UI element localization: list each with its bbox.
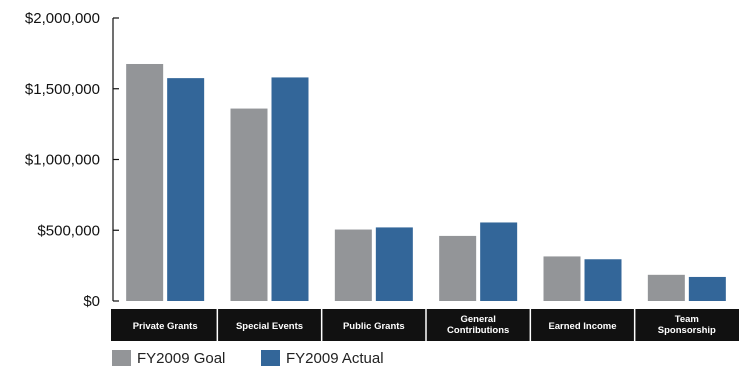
y-tick-label: $0 bbox=[83, 293, 100, 310]
bar-goal bbox=[230, 108, 268, 301]
bar-actual bbox=[375, 227, 413, 301]
category-label: Private Grants bbox=[133, 321, 198, 332]
legend-label: FY2009 Actual bbox=[286, 350, 384, 367]
y-tick-label: $2,000,000 bbox=[25, 10, 100, 27]
bar-goal bbox=[543, 256, 581, 301]
category-label: Team Sponsorship bbox=[658, 314, 716, 336]
bar-goal bbox=[439, 235, 477, 301]
bar-actual bbox=[584, 259, 622, 301]
y-tick-label: $500,000 bbox=[37, 222, 100, 239]
bar-actual bbox=[480, 222, 518, 301]
bar-goal bbox=[126, 63, 164, 301]
bar-goal bbox=[334, 229, 372, 301]
y-tick-label: $1,500,000 bbox=[25, 81, 100, 98]
y-axis: $0 $500,000 $1,000,000 $1,500,000 $2,000,000 bbox=[25, 10, 119, 310]
legend: FY2009 Goal FY2009 Actual bbox=[112, 350, 384, 367]
bar-actual bbox=[271, 77, 309, 302]
category-band: Private Grants Special Events Public Grant… bbox=[111, 309, 739, 341]
bar-actual bbox=[167, 78, 205, 301]
bar-goal bbox=[647, 274, 685, 301]
category-band-bg bbox=[111, 309, 739, 341]
bars bbox=[126, 63, 726, 302]
category-label: Earned Income bbox=[548, 321, 616, 332]
category-label: Special Events bbox=[236, 321, 303, 332]
legend-swatch bbox=[261, 350, 280, 366]
category-label: General Contributions bbox=[447, 314, 509, 336]
y-tick-label: $1,000,000 bbox=[25, 152, 100, 169]
bar-actual bbox=[688, 276, 726, 301]
legend-label: FY2009 Goal bbox=[137, 350, 225, 367]
category-label: Public Grants bbox=[343, 321, 405, 332]
legend-swatch bbox=[112, 350, 131, 366]
